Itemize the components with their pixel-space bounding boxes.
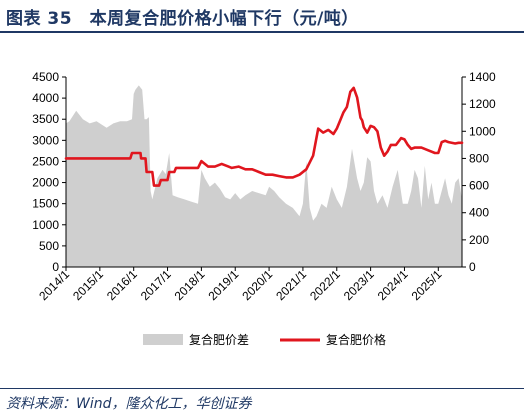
series-area-price-spread (66, 85, 462, 268)
left-tick-label: 500 (39, 239, 59, 253)
source-separator (0, 388, 524, 389)
x-tick-label: 2021/1 (273, 267, 309, 303)
left-tick-label: 1000 (32, 218, 59, 232)
left-tick-label: 2500 (32, 154, 59, 168)
right-tick-label: 1400 (469, 70, 496, 84)
x-tick-label: 2022/1 (307, 267, 343, 303)
x-tick-label: 2017/1 (138, 267, 174, 303)
legend-label-price: 复合肥价格 (326, 332, 386, 347)
right-tick-label: 200 (469, 233, 489, 247)
x-tick-label: 2020/1 (239, 267, 275, 303)
right-tick-label: 0 (469, 260, 476, 274)
legend-swatch-area (143, 334, 183, 345)
right-tick-label: 800 (469, 151, 489, 165)
x-tick-label: 2019/1 (205, 267, 241, 303)
x-tick-label: 2015/1 (70, 267, 106, 303)
right-tick-label: 1000 (469, 124, 496, 138)
right-tick-label: 1200 (469, 97, 496, 111)
price-line-layer (64, 86, 464, 187)
x-tick-label: 2024/1 (375, 267, 411, 303)
left-tick-label: 2000 (32, 176, 59, 190)
left-tick-label: 3500 (32, 112, 59, 126)
left-tick-label: 3000 (32, 133, 59, 147)
left-tick-label: 1500 (32, 197, 59, 211)
right-tick-label: 600 (469, 179, 489, 193)
price-spread-area-layer (66, 85, 462, 268)
page-title: 图表 35 本周复合肥价格小幅下行（元/吨） (6, 9, 359, 29)
left-tick-label: 4500 (32, 70, 59, 84)
left-tick-label: 4000 (32, 91, 59, 105)
source-note: 资料来源：Wind，隆众化工，华创证券 (6, 396, 252, 412)
legend-label-price-spread: 复合肥价差 (189, 332, 249, 347)
x-tick-label: 2025/1 (409, 267, 445, 303)
x-tick-label: 2023/1 (341, 267, 377, 303)
chart: 0 500 1000 1500 2000 2500 3000 3500 4000 4500 0 200… (32, 70, 496, 347)
legend: 复合肥价差 复合肥价格 (143, 332, 386, 347)
series-line-price (64, 86, 464, 187)
right-tick-label: 400 (469, 206, 489, 220)
title-underline (0, 31, 524, 33)
x-tick-label: 2016/1 (104, 267, 140, 303)
x-tick-label: 2018/1 (172, 267, 208, 303)
left-tick-label: 0 (52, 260, 59, 274)
